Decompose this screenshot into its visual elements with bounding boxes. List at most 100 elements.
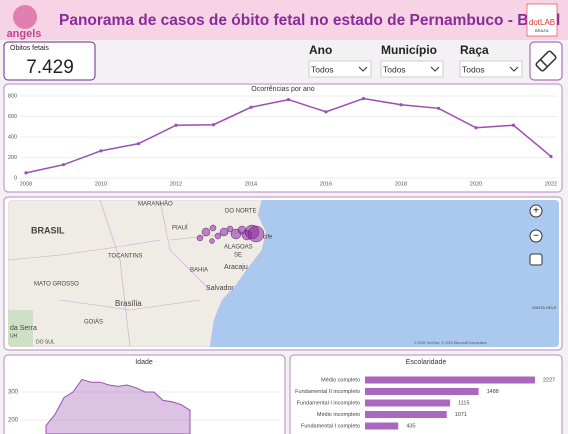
map-attribution: © 2025 TomTom, © 2025 Microsoft Corporat… — [414, 341, 487, 345]
map-label: da Serra — [10, 325, 37, 332]
filter-value: Todos — [311, 64, 334, 74]
x-tick-label: 2008 — [20, 181, 32, 187]
brand-sub: BRAZIL — [535, 28, 550, 33]
logo-icon — [13, 5, 37, 29]
bubbles — [196, 224, 265, 244]
bar — [365, 399, 451, 407]
map-label: BRASIL — [31, 225, 65, 235]
header-band — [0, 0, 568, 40]
point — [136, 142, 141, 146]
point — [174, 123, 178, 127]
map-label: DO SUL — [36, 339, 55, 345]
value-label: 1488 — [487, 389, 499, 395]
filter-value: Todos — [462, 64, 485, 74]
map-label: DO NORTE — [225, 209, 257, 215]
map-label: GOIÁS — [84, 319, 103, 326]
point — [286, 97, 291, 102]
park — [8, 310, 33, 347]
brand-box — [526, 3, 558, 37]
age-panel — [3, 354, 286, 434]
point — [324, 110, 328, 114]
map — [8, 200, 559, 347]
x-tick-label: 2020 — [470, 181, 482, 187]
bar — [365, 411, 447, 418]
value-label: 2227 — [543, 377, 555, 383]
svg-text:−: − — [533, 231, 539, 242]
point — [511, 123, 516, 127]
chart-title: Idade — [135, 359, 153, 366]
bar — [365, 422, 399, 430]
value-label: 1071 — [455, 412, 467, 418]
chart-title: Escolaridade — [406, 359, 447, 366]
category-label: Fundamental II incompleto — [295, 389, 360, 395]
logo: angels — [7, 28, 42, 40]
filter-dropdown[interactable] — [308, 60, 372, 78]
y-tick-label: 200 — [8, 418, 19, 424]
chevron — [358, 66, 368, 72]
filter-dropdown[interactable] — [380, 60, 444, 78]
point — [436, 106, 441, 110]
y-tick-label: 400 — [8, 134, 17, 140]
map-label: UH — [10, 333, 18, 339]
filter-label: Município — [381, 43, 437, 57]
map-label: SANTA HELE — [532, 305, 557, 310]
y-tick-label: 600 — [8, 114, 17, 120]
point — [249, 105, 253, 109]
map-style[interactable] — [529, 253, 543, 266]
bar — [365, 376, 535, 384]
y-tick-label: 200 — [8, 155, 17, 161]
map-label: MARANHÃO — [138, 201, 173, 208]
point — [211, 123, 216, 127]
map-label: PIAUÍ — [172, 225, 188, 232]
x-tick-label: 2016 — [320, 181, 332, 187]
map-label: BAHIA — [190, 268, 208, 274]
x-tick-label: 2022 — [545, 181, 557, 187]
zoom-out[interactable] — [529, 229, 543, 243]
zoom-in[interactable] — [529, 204, 543, 218]
point — [361, 96, 366, 101]
line-panel — [3, 83, 563, 193]
map-label: Salvador — [206, 285, 234, 292]
category-label: Médio completo — [321, 377, 360, 383]
map-label: ALAGOAS — [224, 245, 253, 251]
map-label: TOCANTINS — [108, 254, 143, 260]
clear-button[interactable] — [529, 41, 563, 81]
borders — [8, 200, 246, 347]
area — [45, 378, 191, 434]
map-controls: +− — [529, 204, 543, 266]
filter-value: Todos — [383, 64, 406, 74]
x-tick-label: 2010 — [95, 181, 107, 187]
svg-text:+: + — [533, 206, 539, 217]
filter-label: Raça — [460, 43, 489, 57]
title: Panorama de casos de óbito fetal no esta… — [59, 12, 560, 29]
eraser-icon — [535, 50, 557, 72]
category-label: Médio incompleto — [317, 412, 360, 418]
map-label: Brasília — [115, 299, 142, 308]
y-tick-label: 300 — [8, 390, 19, 396]
charts: Ocorrências por ano 0 200 400 600 800 2008 2010… — [8, 86, 557, 434]
chevron — [509, 66, 519, 72]
map-label: SE — [234, 253, 242, 259]
map-label: MATO GROSSO — [34, 282, 79, 288]
map-label: Aracaju — [224, 264, 248, 271]
point — [99, 149, 103, 153]
filters: Ano Todos Município Todos Raça Todos — [308, 43, 523, 78]
brand: dotLAB — [529, 18, 555, 27]
point — [474, 126, 478, 130]
value-label: 1115 — [458, 400, 469, 406]
kpi-value: 7.429 — [26, 57, 74, 78]
chevron — [430, 66, 440, 72]
point — [61, 163, 66, 167]
category-label: Fundamental I incompleto — [297, 400, 360, 406]
y-tick-label: 800 — [8, 93, 17, 99]
map-label: cife — [263, 235, 273, 241]
x-tick-label: 2014 — [245, 181, 257, 187]
filter-dropdown[interactable] — [459, 60, 523, 78]
filter-label: Ano — [309, 43, 332, 57]
x-tick-label: 2012 — [170, 181, 182, 187]
y-tick-label: 0 — [14, 175, 17, 181]
point — [24, 171, 28, 175]
kpi-card — [3, 41, 96, 81]
kpi-label: Óbitos fetais — [10, 43, 49, 52]
